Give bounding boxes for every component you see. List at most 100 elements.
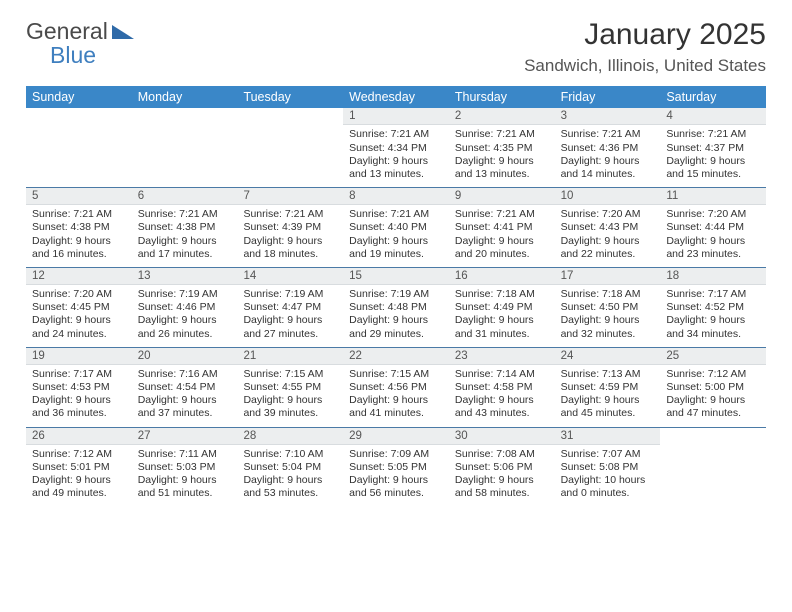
day-body: Sunrise: 7:18 AMSunset: 4:50 PMDaylight:…: [555, 285, 661, 347]
day-body: Sunrise: 7:09 AMSunset: 5:05 PMDaylight:…: [343, 445, 449, 507]
sunset-line: Sunset: 4:59 PM: [561, 381, 655, 394]
day-cell: 1Sunrise: 7:21 AMSunset: 4:34 PMDaylight…: [343, 108, 449, 187]
sunrise-line: Sunrise: 7:11 AM: [138, 448, 232, 461]
sunrise-line: Sunrise: 7:21 AM: [666, 128, 760, 141]
sunset-line: Sunset: 4:36 PM: [561, 142, 655, 155]
day-body: Sunrise: 7:21 AMSunset: 4:38 PMDaylight:…: [132, 205, 238, 267]
dow-wednesday: Wednesday: [343, 86, 449, 108]
sunset-line: Sunset: 5:05 PM: [349, 461, 443, 474]
location-subtitle: Sandwich, Illinois, United States: [524, 56, 766, 76]
daylight-line: and 27 minutes.: [243, 328, 337, 341]
day-number: 10: [555, 188, 661, 205]
day-number: 18: [660, 268, 766, 285]
sunset-line: Sunset: 5:03 PM: [138, 461, 232, 474]
daylight-line: and 26 minutes.: [138, 328, 232, 341]
day-number: 13: [132, 268, 238, 285]
daylight-line: and 39 minutes.: [243, 407, 337, 420]
day-body: Sunrise: 7:12 AMSunset: 5:01 PMDaylight:…: [26, 445, 132, 507]
sunrise-line: Sunrise: 7:09 AM: [349, 448, 443, 461]
daylight-line: and 19 minutes.: [349, 248, 443, 261]
dow-friday: Friday: [555, 86, 661, 108]
day-cell: 11Sunrise: 7:20 AMSunset: 4:44 PMDayligh…: [660, 188, 766, 267]
daylight-line: Daylight: 10 hours: [561, 474, 655, 487]
sunset-line: Sunset: 4:41 PM: [455, 221, 549, 234]
daylight-line: and 24 minutes.: [32, 328, 126, 341]
daylight-line: and 43 minutes.: [455, 407, 549, 420]
day-number: 8: [343, 188, 449, 205]
daylight-line: and 22 minutes.: [561, 248, 655, 261]
sunset-line: Sunset: 4:49 PM: [455, 301, 549, 314]
day-body: Sunrise: 7:21 AMSunset: 4:35 PMDaylight:…: [449, 125, 555, 187]
day-number: 1: [343, 108, 449, 125]
daylight-line: and 41 minutes.: [349, 407, 443, 420]
daylight-line: and 20 minutes.: [455, 248, 549, 261]
daylight-line: and 56 minutes.: [349, 487, 443, 500]
day-cell: 2Sunrise: 7:21 AMSunset: 4:35 PMDaylight…: [449, 108, 555, 187]
daylight-line: and 13 minutes.: [349, 168, 443, 181]
daylight-line: Daylight: 9 hours: [666, 155, 760, 168]
day-cell: 12Sunrise: 7:20 AMSunset: 4:45 PMDayligh…: [26, 268, 132, 347]
dow-saturday: Saturday: [660, 86, 766, 108]
daylight-line: Daylight: 9 hours: [138, 314, 232, 327]
sunset-line: Sunset: 4:46 PM: [138, 301, 232, 314]
day-number: 17: [555, 268, 661, 285]
daylight-line: Daylight: 9 hours: [349, 314, 443, 327]
day-number: 15: [343, 268, 449, 285]
day-body: Sunrise: 7:15 AMSunset: 4:55 PMDaylight:…: [237, 365, 343, 427]
sunrise-line: Sunrise: 7:15 AM: [243, 368, 337, 381]
sunset-line: Sunset: 4:37 PM: [666, 142, 760, 155]
day-cell: 5Sunrise: 7:21 AMSunset: 4:38 PMDaylight…: [26, 188, 132, 267]
daylight-line: Daylight: 9 hours: [138, 474, 232, 487]
sunrise-line: Sunrise: 7:21 AM: [138, 208, 232, 221]
sunrise-line: Sunrise: 7:16 AM: [138, 368, 232, 381]
sunrise-line: Sunrise: 7:18 AM: [455, 288, 549, 301]
dow-sunday: Sunday: [26, 86, 132, 108]
daylight-line: Daylight: 9 hours: [349, 394, 443, 407]
daylight-line: Daylight: 9 hours: [243, 314, 337, 327]
day-cell: 24Sunrise: 7:13 AMSunset: 4:59 PMDayligh…: [555, 348, 661, 427]
dow-thursday: Thursday: [449, 86, 555, 108]
day-number: 28: [237, 428, 343, 445]
sunset-line: Sunset: 4:43 PM: [561, 221, 655, 234]
dow-tuesday: Tuesday: [237, 86, 343, 108]
daylight-line: Daylight: 9 hours: [561, 394, 655, 407]
day-number: 21: [237, 348, 343, 365]
day-cell: 6Sunrise: 7:21 AMSunset: 4:38 PMDaylight…: [132, 188, 238, 267]
day-cell: 28Sunrise: 7:10 AMSunset: 5:04 PMDayligh…: [237, 428, 343, 507]
sunrise-line: Sunrise: 7:21 AM: [243, 208, 337, 221]
daylight-line: and 34 minutes.: [666, 328, 760, 341]
day-cell: 15Sunrise: 7:19 AMSunset: 4:48 PMDayligh…: [343, 268, 449, 347]
day-body: Sunrise: 7:21 AMSunset: 4:41 PMDaylight:…: [449, 205, 555, 267]
sunrise-line: Sunrise: 7:21 AM: [349, 208, 443, 221]
day-number: 3: [555, 108, 661, 125]
brand-part1: General: [26, 18, 108, 45]
day-number: 7: [237, 188, 343, 205]
day-body: Sunrise: 7:11 AMSunset: 5:03 PMDaylight:…: [132, 445, 238, 507]
week-row: 12Sunrise: 7:20 AMSunset: 4:45 PMDayligh…: [26, 268, 766, 348]
daylight-line: and 53 minutes.: [243, 487, 337, 500]
day-cell: 14Sunrise: 7:19 AMSunset: 4:47 PMDayligh…: [237, 268, 343, 347]
sunrise-line: Sunrise: 7:19 AM: [349, 288, 443, 301]
sunset-line: Sunset: 5:08 PM: [561, 461, 655, 474]
sunset-line: Sunset: 4:45 PM: [32, 301, 126, 314]
daylight-line: and 17 minutes.: [138, 248, 232, 261]
daylight-line: Daylight: 9 hours: [349, 155, 443, 168]
day-body: Sunrise: 7:19 AMSunset: 4:46 PMDaylight:…: [132, 285, 238, 347]
daylight-line: Daylight: 9 hours: [455, 235, 549, 248]
sunrise-line: Sunrise: 7:13 AM: [561, 368, 655, 381]
day-cell: 29Sunrise: 7:09 AMSunset: 5:05 PMDayligh…: [343, 428, 449, 507]
sunset-line: Sunset: 5:04 PM: [243, 461, 337, 474]
day-number: 20: [132, 348, 238, 365]
daylight-line: Daylight: 9 hours: [32, 235, 126, 248]
day-body: Sunrise: 7:19 AMSunset: 4:48 PMDaylight:…: [343, 285, 449, 347]
day-cell: 21Sunrise: 7:15 AMSunset: 4:55 PMDayligh…: [237, 348, 343, 427]
daylight-line: and 31 minutes.: [455, 328, 549, 341]
day-body: Sunrise: 7:07 AMSunset: 5:08 PMDaylight:…: [555, 445, 661, 507]
day-number: 16: [449, 268, 555, 285]
empty-cell: [132, 108, 238, 187]
day-body: Sunrise: 7:17 AMSunset: 4:52 PMDaylight:…: [660, 285, 766, 347]
day-cell: 19Sunrise: 7:17 AMSunset: 4:53 PMDayligh…: [26, 348, 132, 427]
day-body: Sunrise: 7:21 AMSunset: 4:34 PMDaylight:…: [343, 125, 449, 187]
day-number: 6: [132, 188, 238, 205]
sunset-line: Sunset: 4:53 PM: [32, 381, 126, 394]
